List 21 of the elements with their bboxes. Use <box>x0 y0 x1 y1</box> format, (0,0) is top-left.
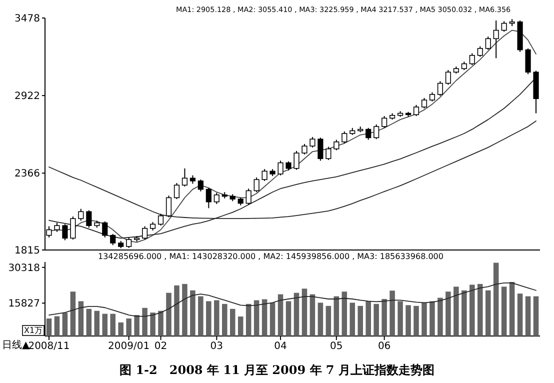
y-tick-label: 15827 <box>8 298 40 310</box>
y-tick-label: 1815 <box>14 246 40 256</box>
text: 134285696.000 , MA1: 143028320.000 , MA2: 145939856.000 , MA3: 185633968.000 <box>98 252 444 261</box>
y-tick-label: 30318 <box>8 262 40 274</box>
x-tick-label: 06 <box>378 341 391 352</box>
y-tick-label: 3478 <box>14 14 40 24</box>
x-tick-label: 05 <box>330 341 343 352</box>
candlestick <box>493 20 499 59</box>
x-tick-label: 03 <box>210 341 224 352</box>
x-tick-label: 2009/01 <box>108 341 150 352</box>
candlestick <box>509 18 515 27</box>
x-tick-label: 02 <box>154 341 168 352</box>
line-series <box>48 282 536 317</box>
y-tick-label: 2366 <box>14 168 40 180</box>
x-tick-label: 2008/11 <box>28 341 70 352</box>
caption: 图 1-2 2008 年 11 月至 2009 年 7 月上证指数走势图 <box>120 363 434 377</box>
y-tick-label: 2922 <box>14 91 40 102</box>
text: X1万 <box>24 326 43 335</box>
candlestick <box>222 192 228 199</box>
x-tick-label: 04 <box>274 341 287 352</box>
text: 日线▲ <box>2 339 30 351</box>
